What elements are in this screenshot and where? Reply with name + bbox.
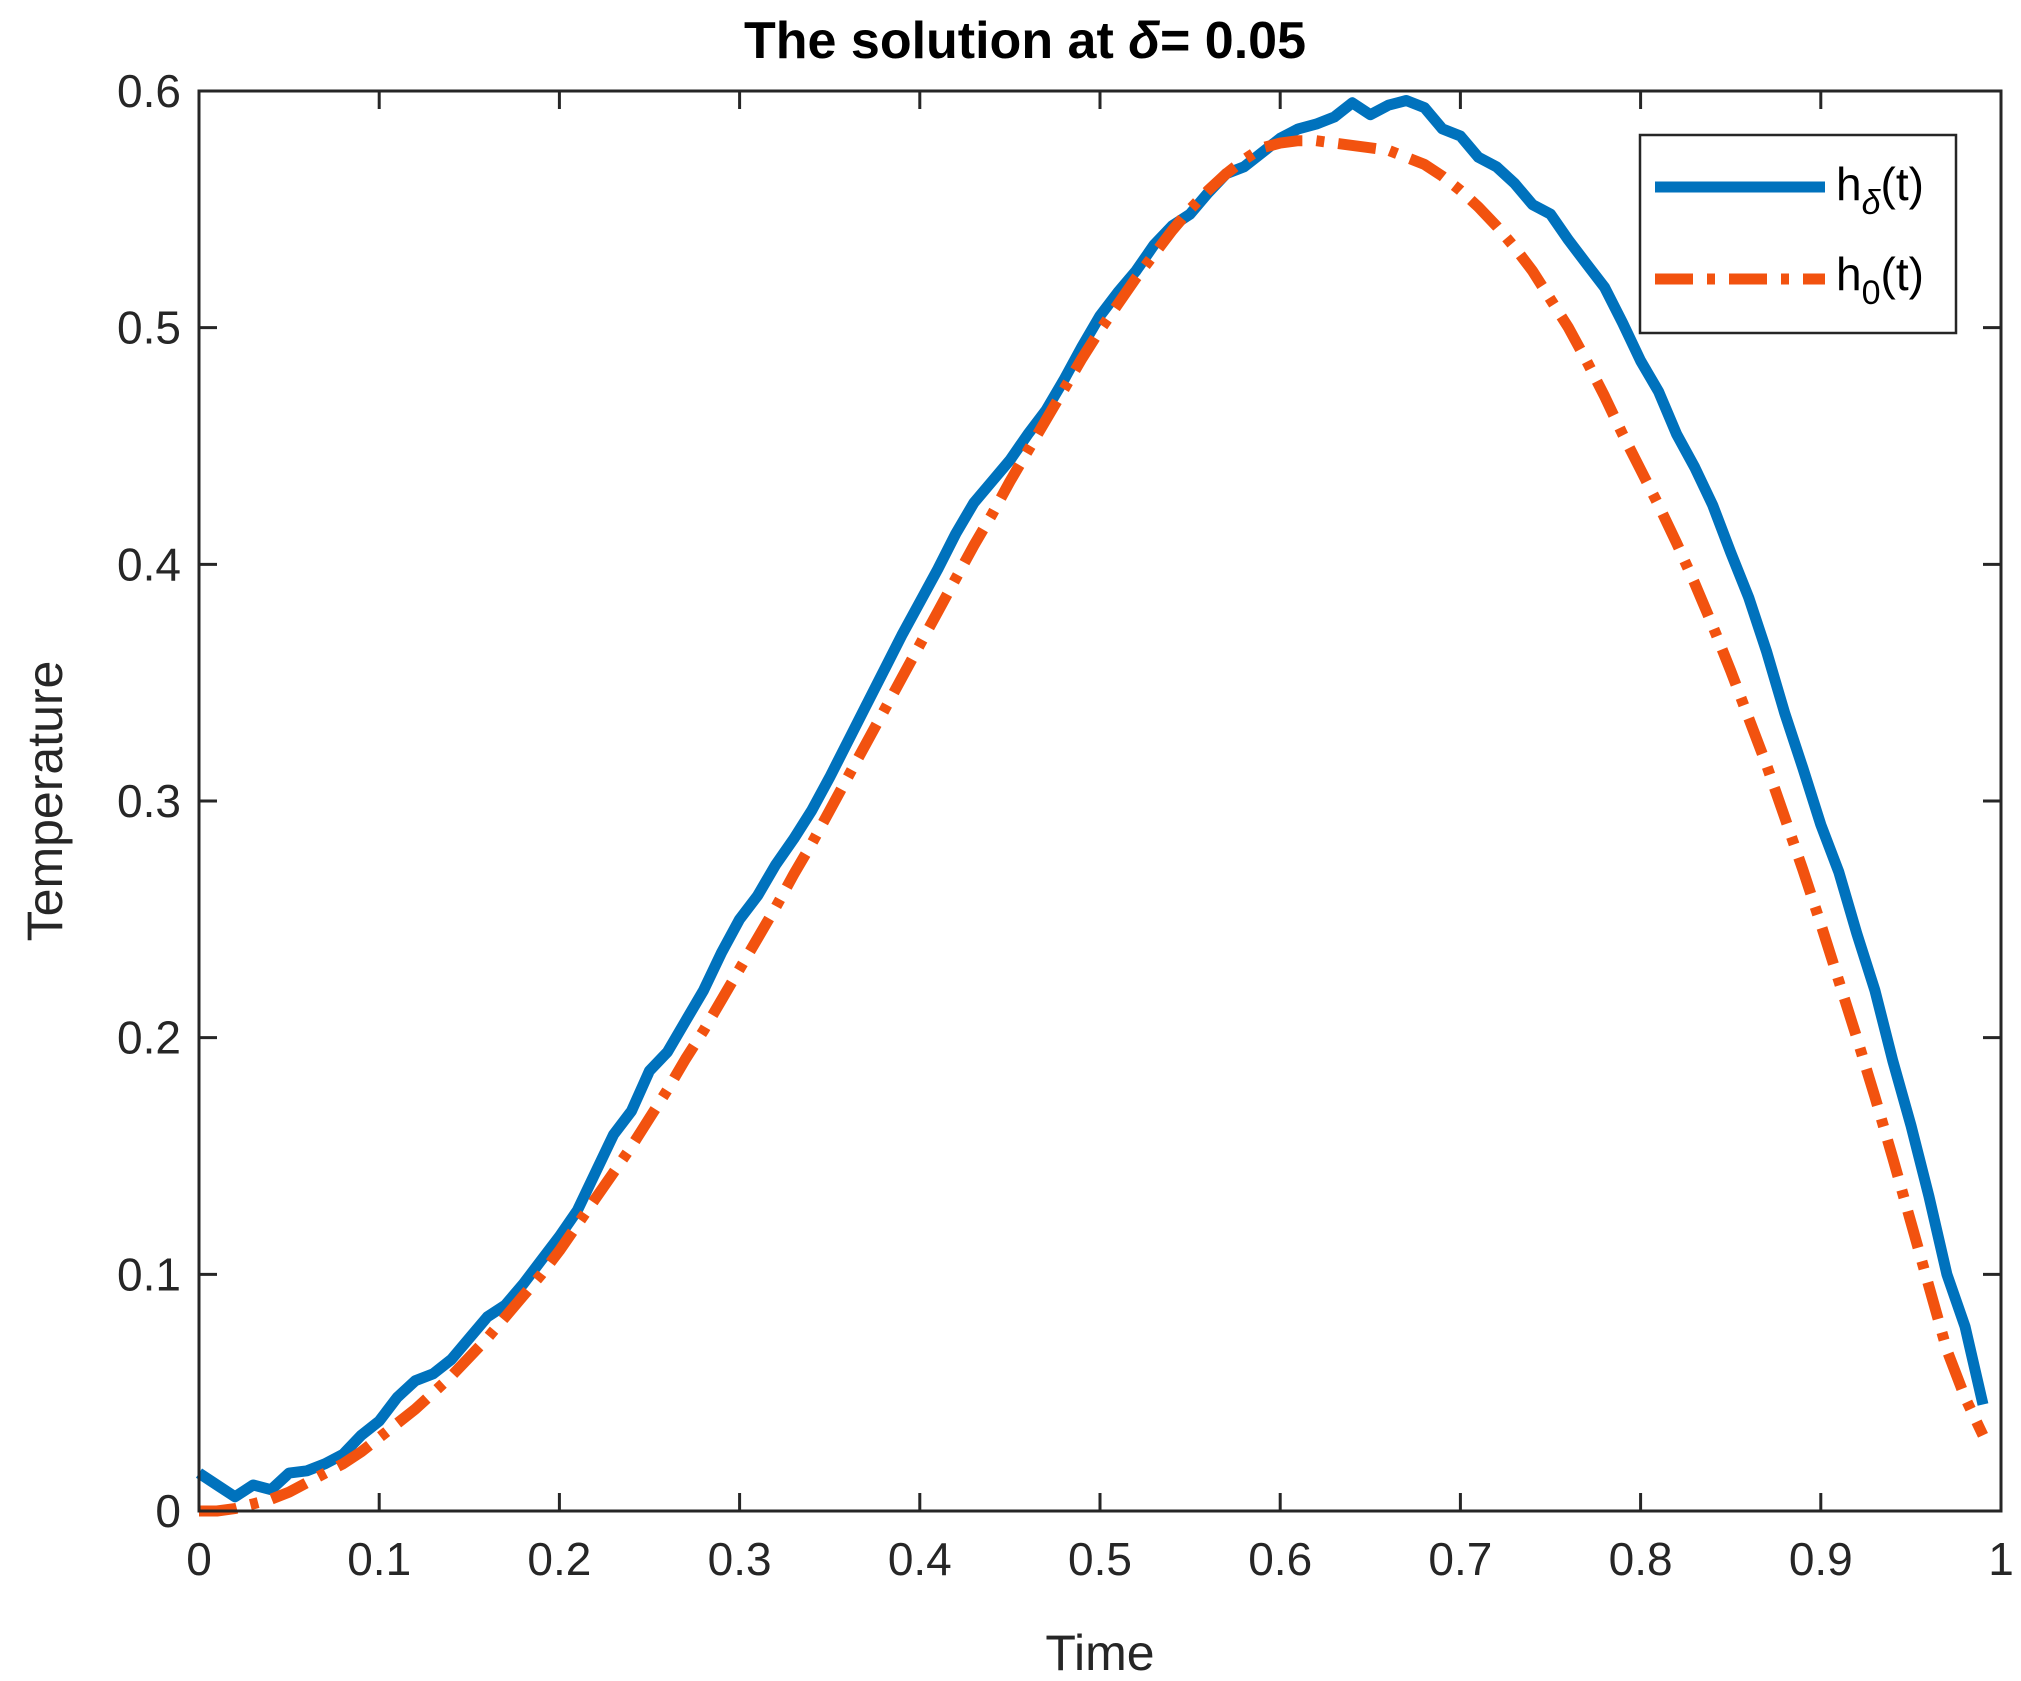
legend: hδ(t) h0(t) <box>1638 133 1958 335</box>
legend-box <box>1638 133 1958 335</box>
legend-entry-h-delta: hδ(t) <box>1836 158 1924 222</box>
x-tick-label: 1 <box>1988 1533 2014 1585</box>
y-tick-label: 0.4 <box>117 538 181 590</box>
x-tick-label: 0.7 <box>1428 1533 1492 1585</box>
y-tick-label: 0.1 <box>117 1248 181 1300</box>
legend-entry-h-zero-base: h <box>1836 248 1862 300</box>
series-layer <box>195 95 1989 1517</box>
x-tick-label: 0.5 <box>1068 1533 1132 1585</box>
legend-entry-h-zero-sub: 0 <box>1862 274 1881 312</box>
legend-entry-h-zero: h0(t) <box>1836 248 1924 312</box>
chart-title-prefix: The solution at <box>744 12 1128 70</box>
chart-title-suffix: = 0.05 <box>1160 12 1306 70</box>
y-tick-label: 0 <box>155 1485 181 1537</box>
chart-title-symbol: δ <box>1128 12 1160 70</box>
y-tick-label: 0.6 <box>117 65 181 117</box>
series-line-h-zero <box>199 135 1988 1517</box>
legend-entry-h-delta-base: h <box>1836 158 1862 210</box>
legend-entry-h-delta-sub: δ <box>1862 184 1882 222</box>
x-tick-label: 0.2 <box>527 1533 591 1585</box>
x-tick-label: 0 <box>186 1533 212 1585</box>
legend-entry-h-delta-tail: (t) <box>1881 158 1924 210</box>
x-axis-label: Time <box>1045 1625 1154 1681</box>
y-axis-label: Temperature <box>17 661 73 942</box>
series-line-h-delta <box>195 95 1989 1503</box>
y-tick-label: 0.3 <box>117 775 181 827</box>
x-tick-label: 0.6 <box>1248 1533 1312 1585</box>
x-tick-label: 0.8 <box>1609 1533 1673 1585</box>
y-tick-label: 0.5 <box>117 302 181 354</box>
x-tick-label: 0.3 <box>708 1533 772 1585</box>
y-tick-label: 0.2 <box>117 1012 181 1064</box>
ticks-layer: 0 0.1 0.2 0.3 0.4 0.5 0.6 0.7 0.8 0.9 1 0 0.1 0.2 0.3 0… <box>117 65 2014 1585</box>
legend-entry-h-zero-tail: (t) <box>1881 248 1924 300</box>
x-tick-label: 0.9 <box>1789 1533 1853 1585</box>
chart-title: The solution at δ= 0.05 <box>744 12 1306 70</box>
x-tick-label: 0.1 <box>347 1533 411 1585</box>
x-tick-label: 0.4 <box>888 1533 952 1585</box>
